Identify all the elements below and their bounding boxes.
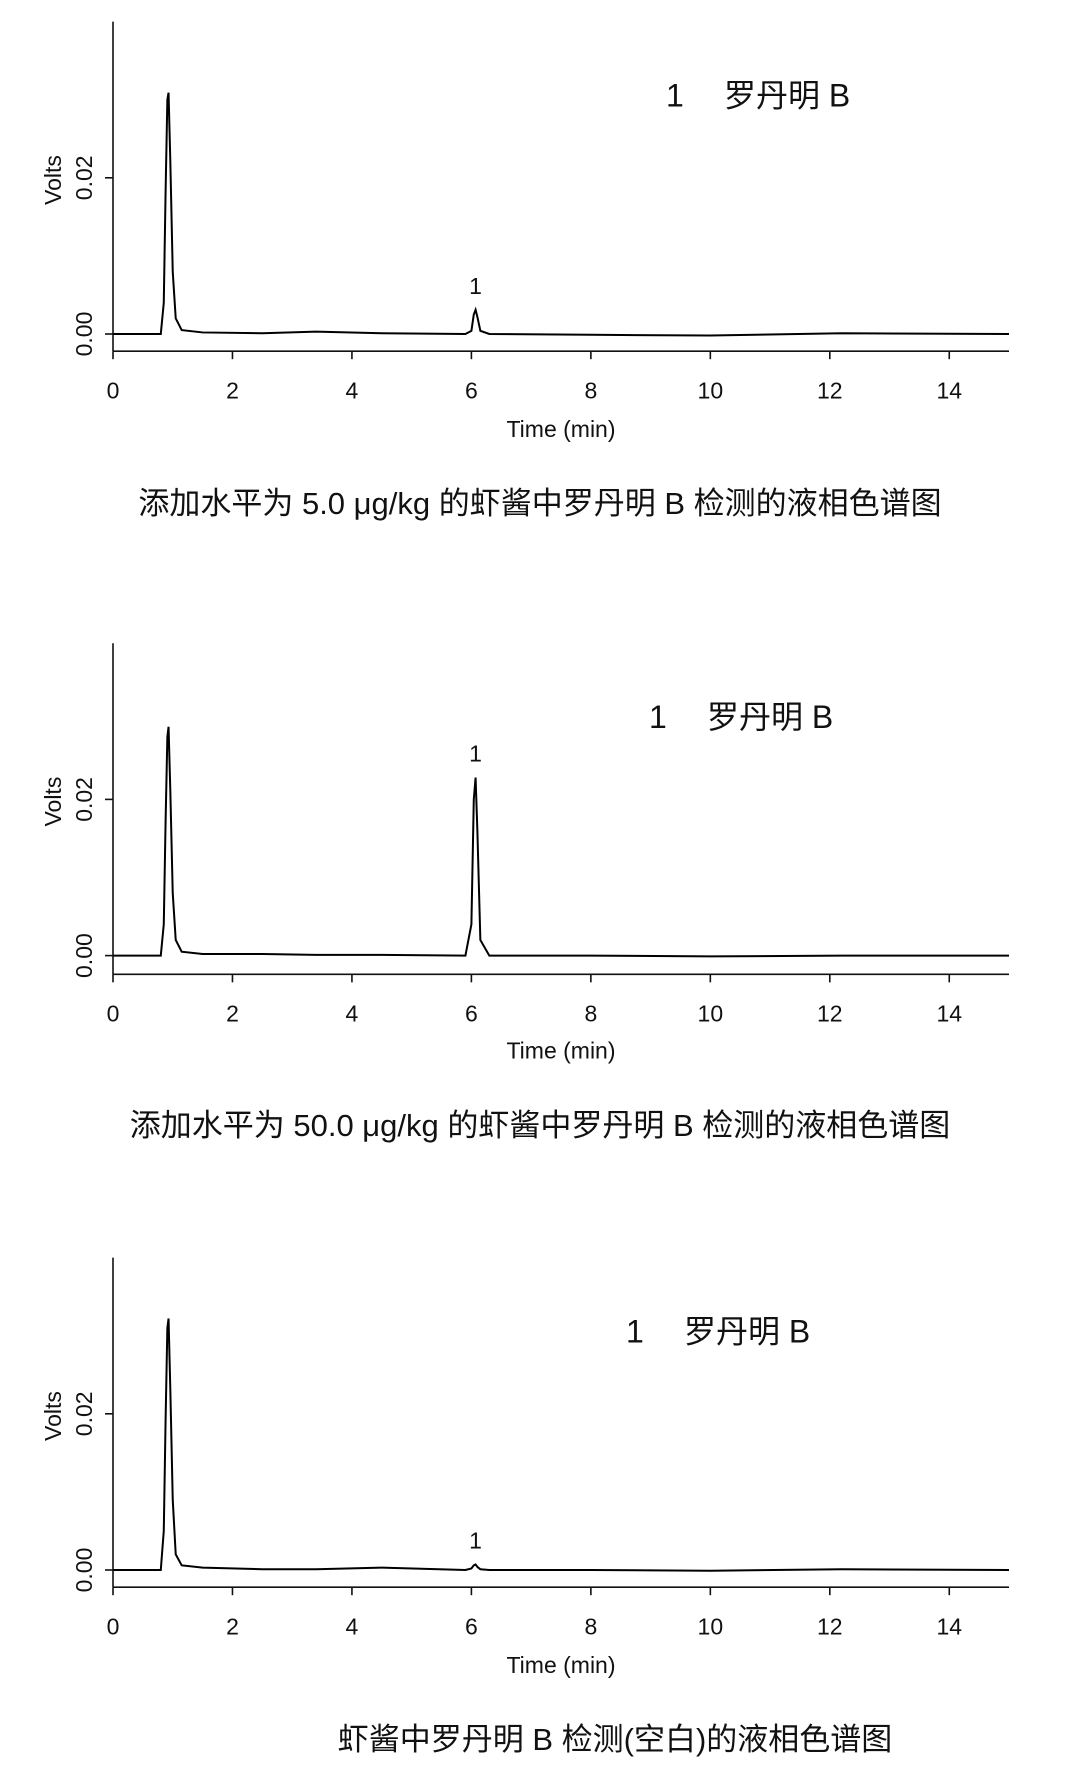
x-tick-label: 0 [107,1000,120,1026]
y-tick-label: 0.02 [71,155,97,200]
chromatogram-line [113,726,1009,958]
legend-text: 罗丹明 B [707,699,833,735]
x-tick-label: 2 [226,1613,239,1639]
x-tick-label: 0 [107,1613,120,1639]
x-tick-label: 8 [584,377,597,403]
x-tick-label: 12 [817,1000,843,1026]
x-tick-label: 2 [226,1000,239,1026]
x-tick-label: 4 [346,377,359,403]
x-tick-label: 14 [936,1000,962,1026]
x-tick-label: 4 [346,1000,359,1026]
chromatogram-line [113,92,1010,337]
x-tick-label: 4 [346,1613,359,1639]
x-tick-label: 12 [817,1613,843,1639]
y-tick-label: 0.00 [71,312,97,357]
x-axis-title: Time (min) [506,1038,615,1064]
legend-number: 1 [666,77,684,113]
caption: 添加水平为 50.0 μg/kg 的虾酱中罗丹明 B 检测的液相色谱图 [130,1108,951,1143]
x-tick-label: 6 [465,1613,478,1639]
legend-text: 罗丹明 B [724,77,850,113]
x-tick-label: 0 [107,377,120,403]
x-axis-title: Time (min) [506,416,615,442]
x-tick-label: 6 [465,1000,478,1026]
chromatogram-line [113,1318,1010,1572]
x-tick-label: 8 [584,1613,597,1639]
peak-label: 1 [469,1528,482,1554]
y-tick-label: 0.02 [71,1391,97,1436]
peak-label: 1 [469,741,482,767]
y-axis-title: Volts [40,155,66,205]
caption: 添加水平为 5.0 μg/kg 的虾酱中罗丹明 B 检测的液相色谱图 [138,486,941,521]
legend-number: 1 [649,699,667,735]
y-axis-title: Volts [40,1391,66,1441]
y-axis-title: Volts [40,777,66,827]
x-tick-label: 10 [698,1000,724,1026]
x-tick-label: 12 [817,377,843,403]
x-tick-label: 14 [936,377,962,403]
y-tick-label: 0.02 [71,777,97,822]
x-tick-label: 6 [465,377,478,403]
x-tick-label: 10 [698,377,724,403]
y-tick-label: 0.00 [71,933,97,978]
legend-number: 1 [626,1313,644,1349]
x-tick-label: 8 [584,1000,597,1026]
x-tick-label: 14 [936,1613,962,1639]
x-axis-title: Time (min) [506,1652,615,1678]
legend-text: 罗丹明 B [684,1313,810,1349]
peak-label: 1 [469,273,482,299]
y-tick-label: 0.00 [71,1548,97,1593]
x-tick-label: 2 [226,377,239,403]
x-tick-label: 10 [698,1613,724,1639]
caption: 虾酱中罗丹明 B 检测(空白)的液相色谱图 [338,1722,893,1757]
